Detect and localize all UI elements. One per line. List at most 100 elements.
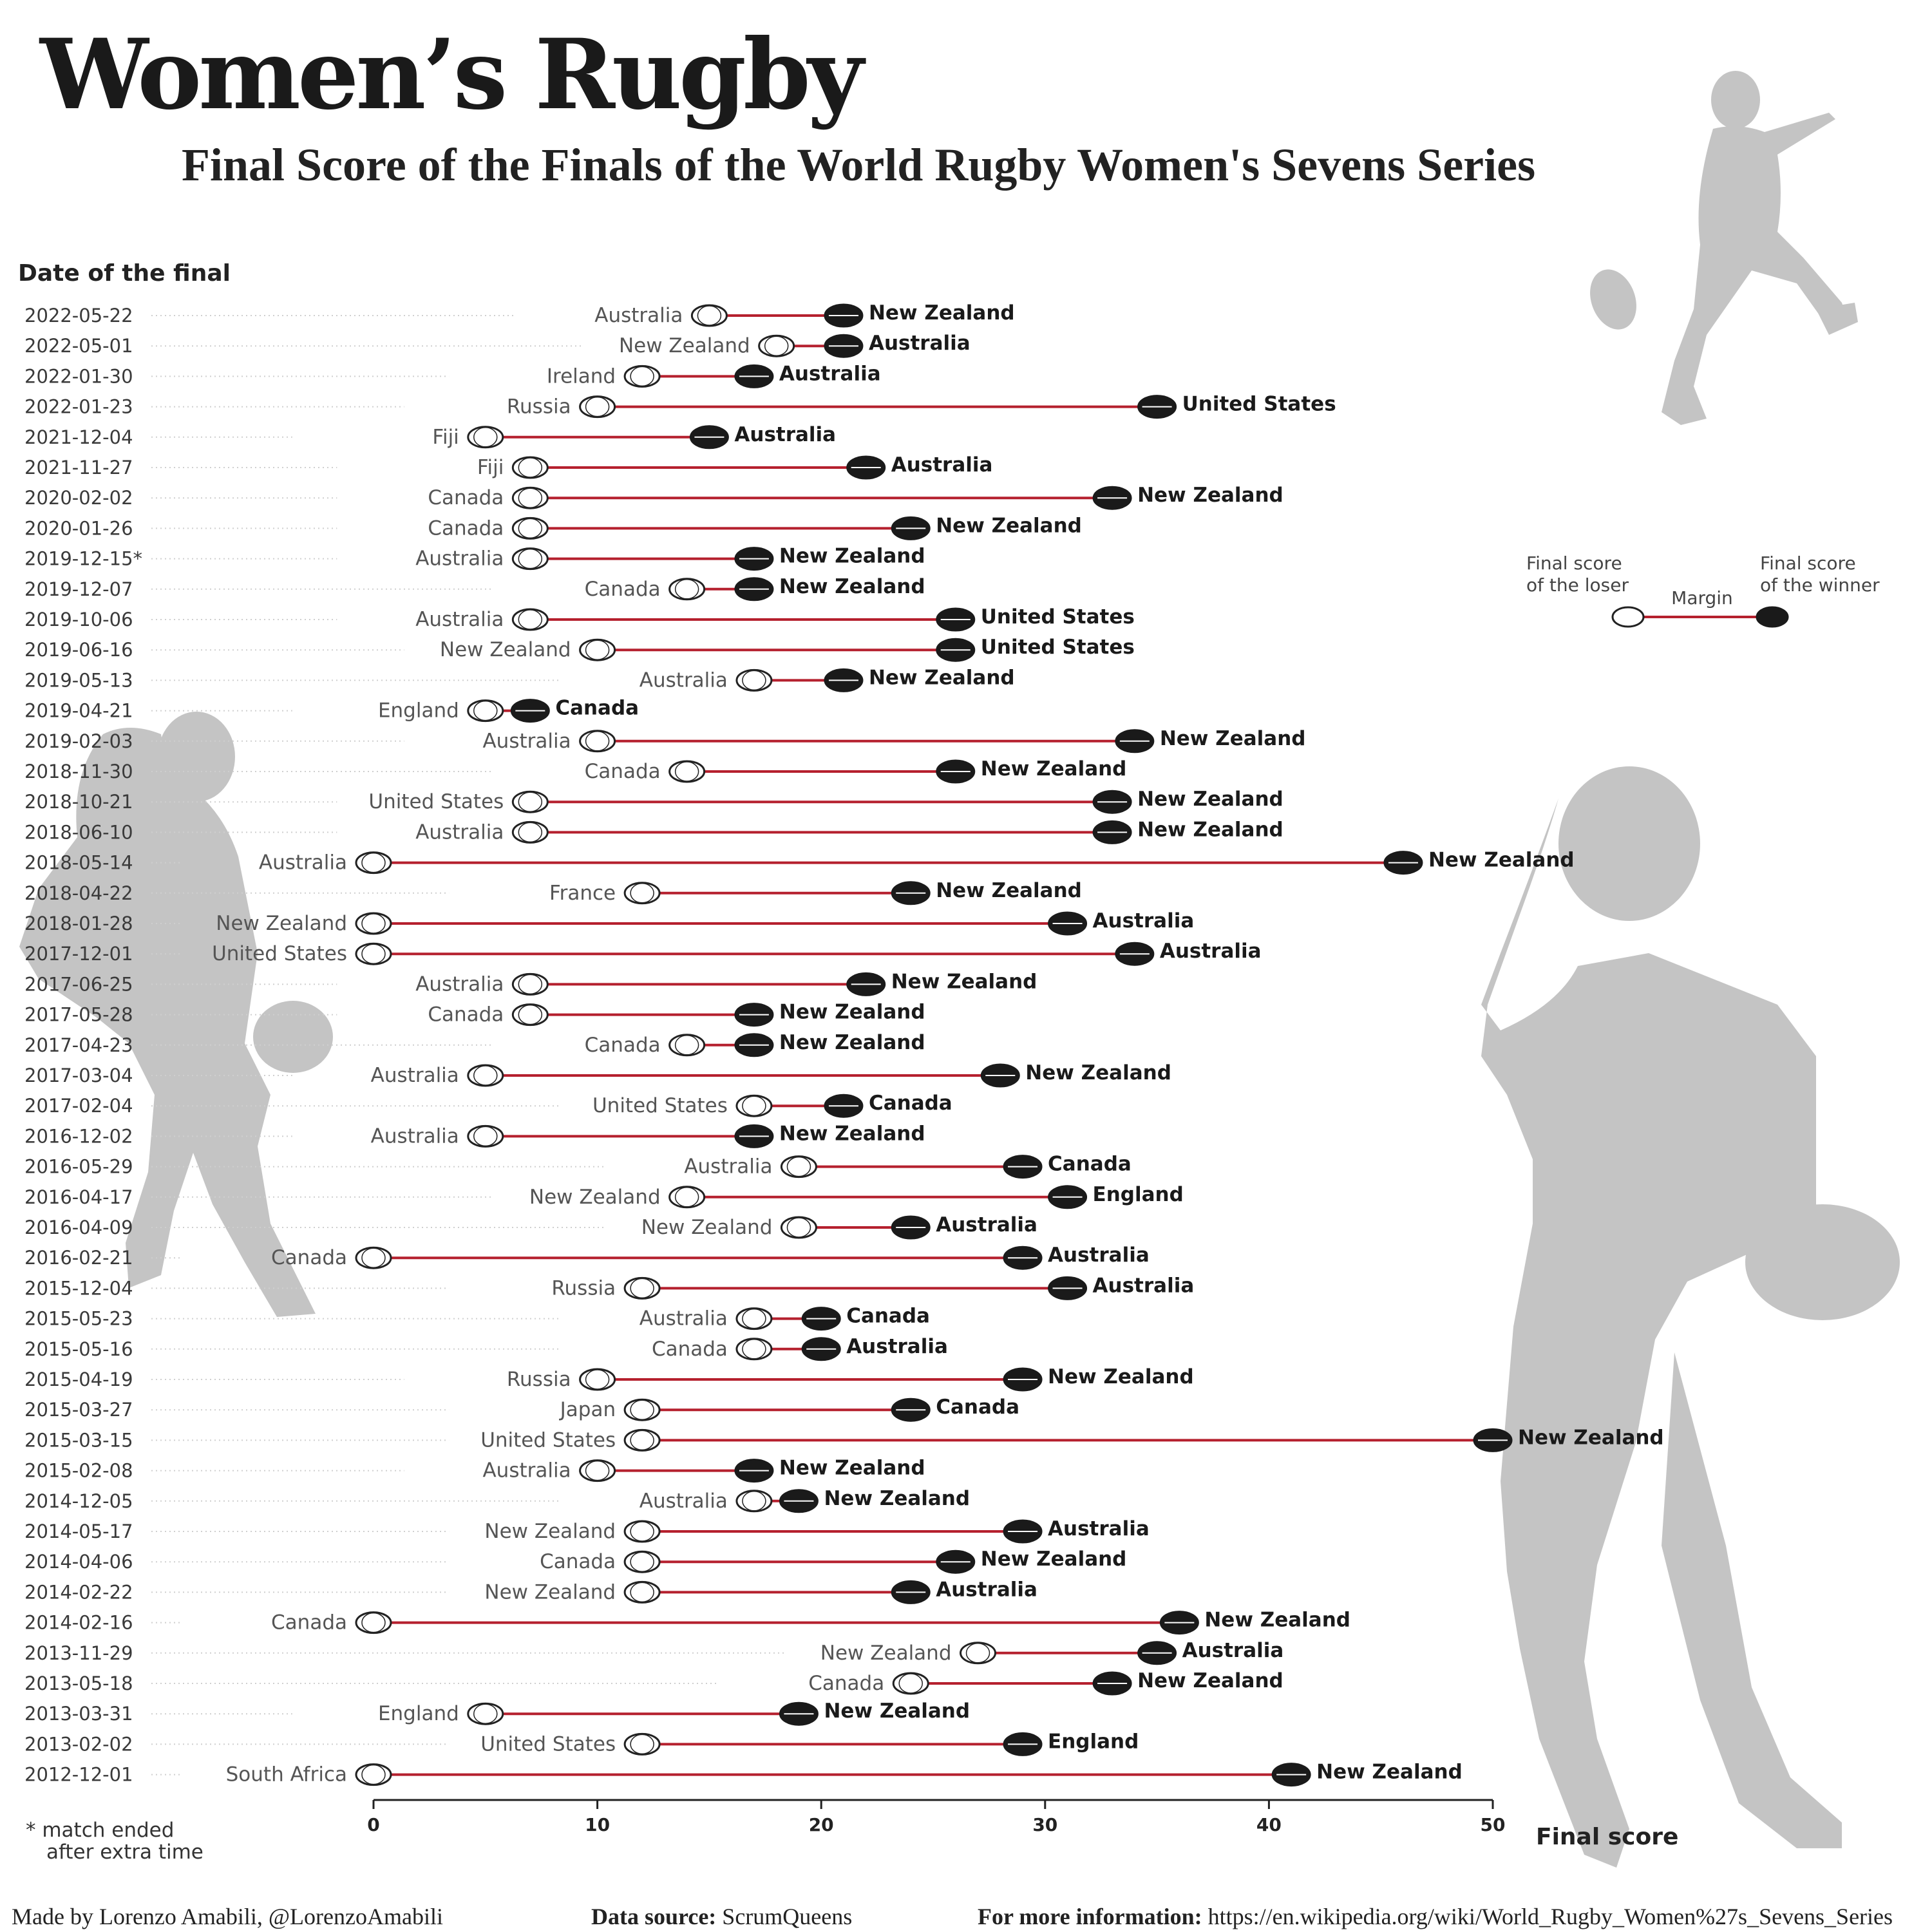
- loser-ball-seam: [786, 1156, 811, 1177]
- final-row: 2017-04-23 Canada New Zealand: [24, 1031, 925, 1057]
- loser-ball-seam: [630, 883, 654, 904]
- loser-ball: [511, 790, 549, 813]
- winner-label: New Zealand: [1428, 849, 1575, 872]
- final-row: 2016-04-09 New Zealand Australia: [24, 1213, 1037, 1240]
- final-row: 2013-02-02 United States England: [24, 1730, 1139, 1756]
- x-axis-title: Final score: [1536, 1824, 1678, 1850]
- loser-ball: [892, 1672, 929, 1695]
- legend-loser-line2: of the loser: [1526, 574, 1629, 596]
- loser-ball: [735, 1338, 773, 1361]
- date-label: 2013-05-18: [24, 1672, 133, 1694]
- legend-loser-ball: [1611, 606, 1645, 628]
- loser-ball: [735, 1307, 773, 1331]
- loser-ball: [511, 547, 549, 571]
- x-tick-label: 30: [1032, 1814, 1057, 1835]
- kicking-player-silhouette: [1590, 71, 1858, 425]
- loser-ball: [668, 1034, 706, 1057]
- final-row: 2016-12-02 Australia New Zealand: [24, 1122, 925, 1148]
- loser-ball-seam: [742, 670, 766, 691]
- loser-label: Canada: [540, 1550, 616, 1573]
- final-row: 2018-10-21 United States New Zealand: [24, 788, 1283, 814]
- final-row: 2021-12-04 Fiji Australia: [24, 423, 836, 450]
- loser-label: United States: [480, 1732, 616, 1756]
- winner-label: Canada: [869, 1092, 952, 1115]
- winner-label: New Zealand: [824, 1700, 970, 1723]
- final-row: 2014-12-05 Australia New Zealand: [24, 1487, 970, 1513]
- final-row: 2021-11-27 Fiji Australia: [24, 453, 992, 480]
- winner-label: New Zealand: [891, 970, 1037, 993]
- winner-label: United States: [1182, 393, 1336, 416]
- winner-label: New Zealand: [1025, 1061, 1171, 1084]
- date-label: 2018-01-28: [24, 913, 133, 934]
- loser-label: Australia: [639, 1490, 728, 1513]
- loser-label: England: [378, 699, 459, 723]
- loser-label: New Zealand: [216, 912, 347, 935]
- winner-label: New Zealand: [1316, 1761, 1463, 1784]
- final-row: 2017-02-04 United States Canada: [24, 1092, 952, 1118]
- winner-label: New Zealand: [1048, 1365, 1194, 1388]
- loser-ball: [668, 760, 706, 783]
- date-label: 2021-11-27: [24, 457, 133, 478]
- date-label: 2017-02-04: [24, 1095, 133, 1117]
- date-label: 2019-10-06: [24, 609, 133, 630]
- loser-ball: [467, 1064, 504, 1087]
- date-label: 2016-05-29: [24, 1156, 133, 1178]
- final-row: 2019-06-16 New Zealand United States: [24, 636, 1135, 662]
- loser-ball-seam: [898, 1673, 923, 1694]
- loser-ball: [355, 1763, 392, 1786]
- loser-label: New Zealand: [529, 1186, 661, 1209]
- chart-title: Women’s Rugby: [40, 18, 864, 131]
- winner-label: Australia: [936, 1213, 1037, 1236]
- final-row: 2016-04-17 New Zealand England: [24, 1183, 1184, 1209]
- date-label: 2015-12-04: [24, 1277, 133, 1299]
- loser-ball: [511, 608, 549, 631]
- winner-label: Australia: [1182, 1639, 1284, 1662]
- date-label: 2014-04-06: [24, 1551, 133, 1573]
- legend: Final score of the loser Final score of …: [1526, 553, 1880, 628]
- loser-ball-seam: [742, 1308, 766, 1329]
- winner-label: New Zealand: [779, 1001, 925, 1024]
- winner-label: New Zealand: [981, 757, 1127, 781]
- final-row: 2013-03-31 England New Zealand: [24, 1700, 970, 1726]
- date-label: 2014-12-05: [24, 1490, 133, 1512]
- loser-ball-seam: [674, 1187, 699, 1208]
- date-label: 2019-05-13: [24, 669, 133, 691]
- right-player-silhouette: [1481, 766, 1900, 1868]
- loser-label: Australia: [639, 668, 728, 692]
- chart-subtitle: Final Score of the Finals of the World R…: [182, 139, 1536, 191]
- loser-ball-seam: [518, 609, 543, 630]
- final-row: 2018-06-10 Australia New Zealand: [24, 818, 1283, 844]
- x-tick-label: 40: [1256, 1814, 1282, 1835]
- loser-ball-seam: [473, 427, 498, 448]
- winner-label: New Zealand: [1160, 727, 1306, 750]
- loser-label: England: [378, 1702, 459, 1725]
- loser-ball-seam: [630, 1278, 654, 1299]
- date-label: 2014-02-16: [24, 1612, 133, 1634]
- loser-ball-seam: [742, 1339, 766, 1359]
- loser-ball-seam: [630, 1551, 654, 1572]
- final-row: 2017-12-01 United States Australia: [24, 940, 1262, 966]
- loser-label: United States: [368, 790, 504, 813]
- winner-label: New Zealand: [779, 545, 925, 568]
- date-label: 2019-12-07: [24, 578, 133, 600]
- footer-more-info-url[interactable]: https://en.wikipedia.org/wiki/World_Rugb…: [1208, 1904, 1893, 1929]
- date-label: 2018-05-14: [24, 852, 133, 874]
- winner-label: New Zealand: [1137, 1669, 1283, 1692]
- loser-ball: [511, 516, 549, 540]
- winner-label: New Zealand: [1137, 788, 1283, 811]
- loser-ball: [355, 1611, 392, 1634]
- loser-ball-seam: [518, 822, 543, 843]
- date-label: 2013-03-31: [24, 1703, 133, 1725]
- date-label: 2016-04-09: [24, 1217, 133, 1238]
- final-row: 2014-02-16 Canada New Zealand: [24, 1609, 1350, 1635]
- loser-ball: [960, 1642, 997, 1665]
- date-label: 2019-04-21: [24, 700, 133, 722]
- footer-more-info-label: For more information:: [978, 1904, 1202, 1929]
- player-silhouettes: [19, 71, 1900, 1868]
- winner-label: Australia: [1093, 909, 1195, 933]
- date-label: 2019-06-16: [24, 639, 133, 661]
- loser-label: New Zealand: [484, 1580, 616, 1604]
- loser-ball: [758, 334, 795, 357]
- legend-winner-line1: Final score: [1760, 553, 1856, 574]
